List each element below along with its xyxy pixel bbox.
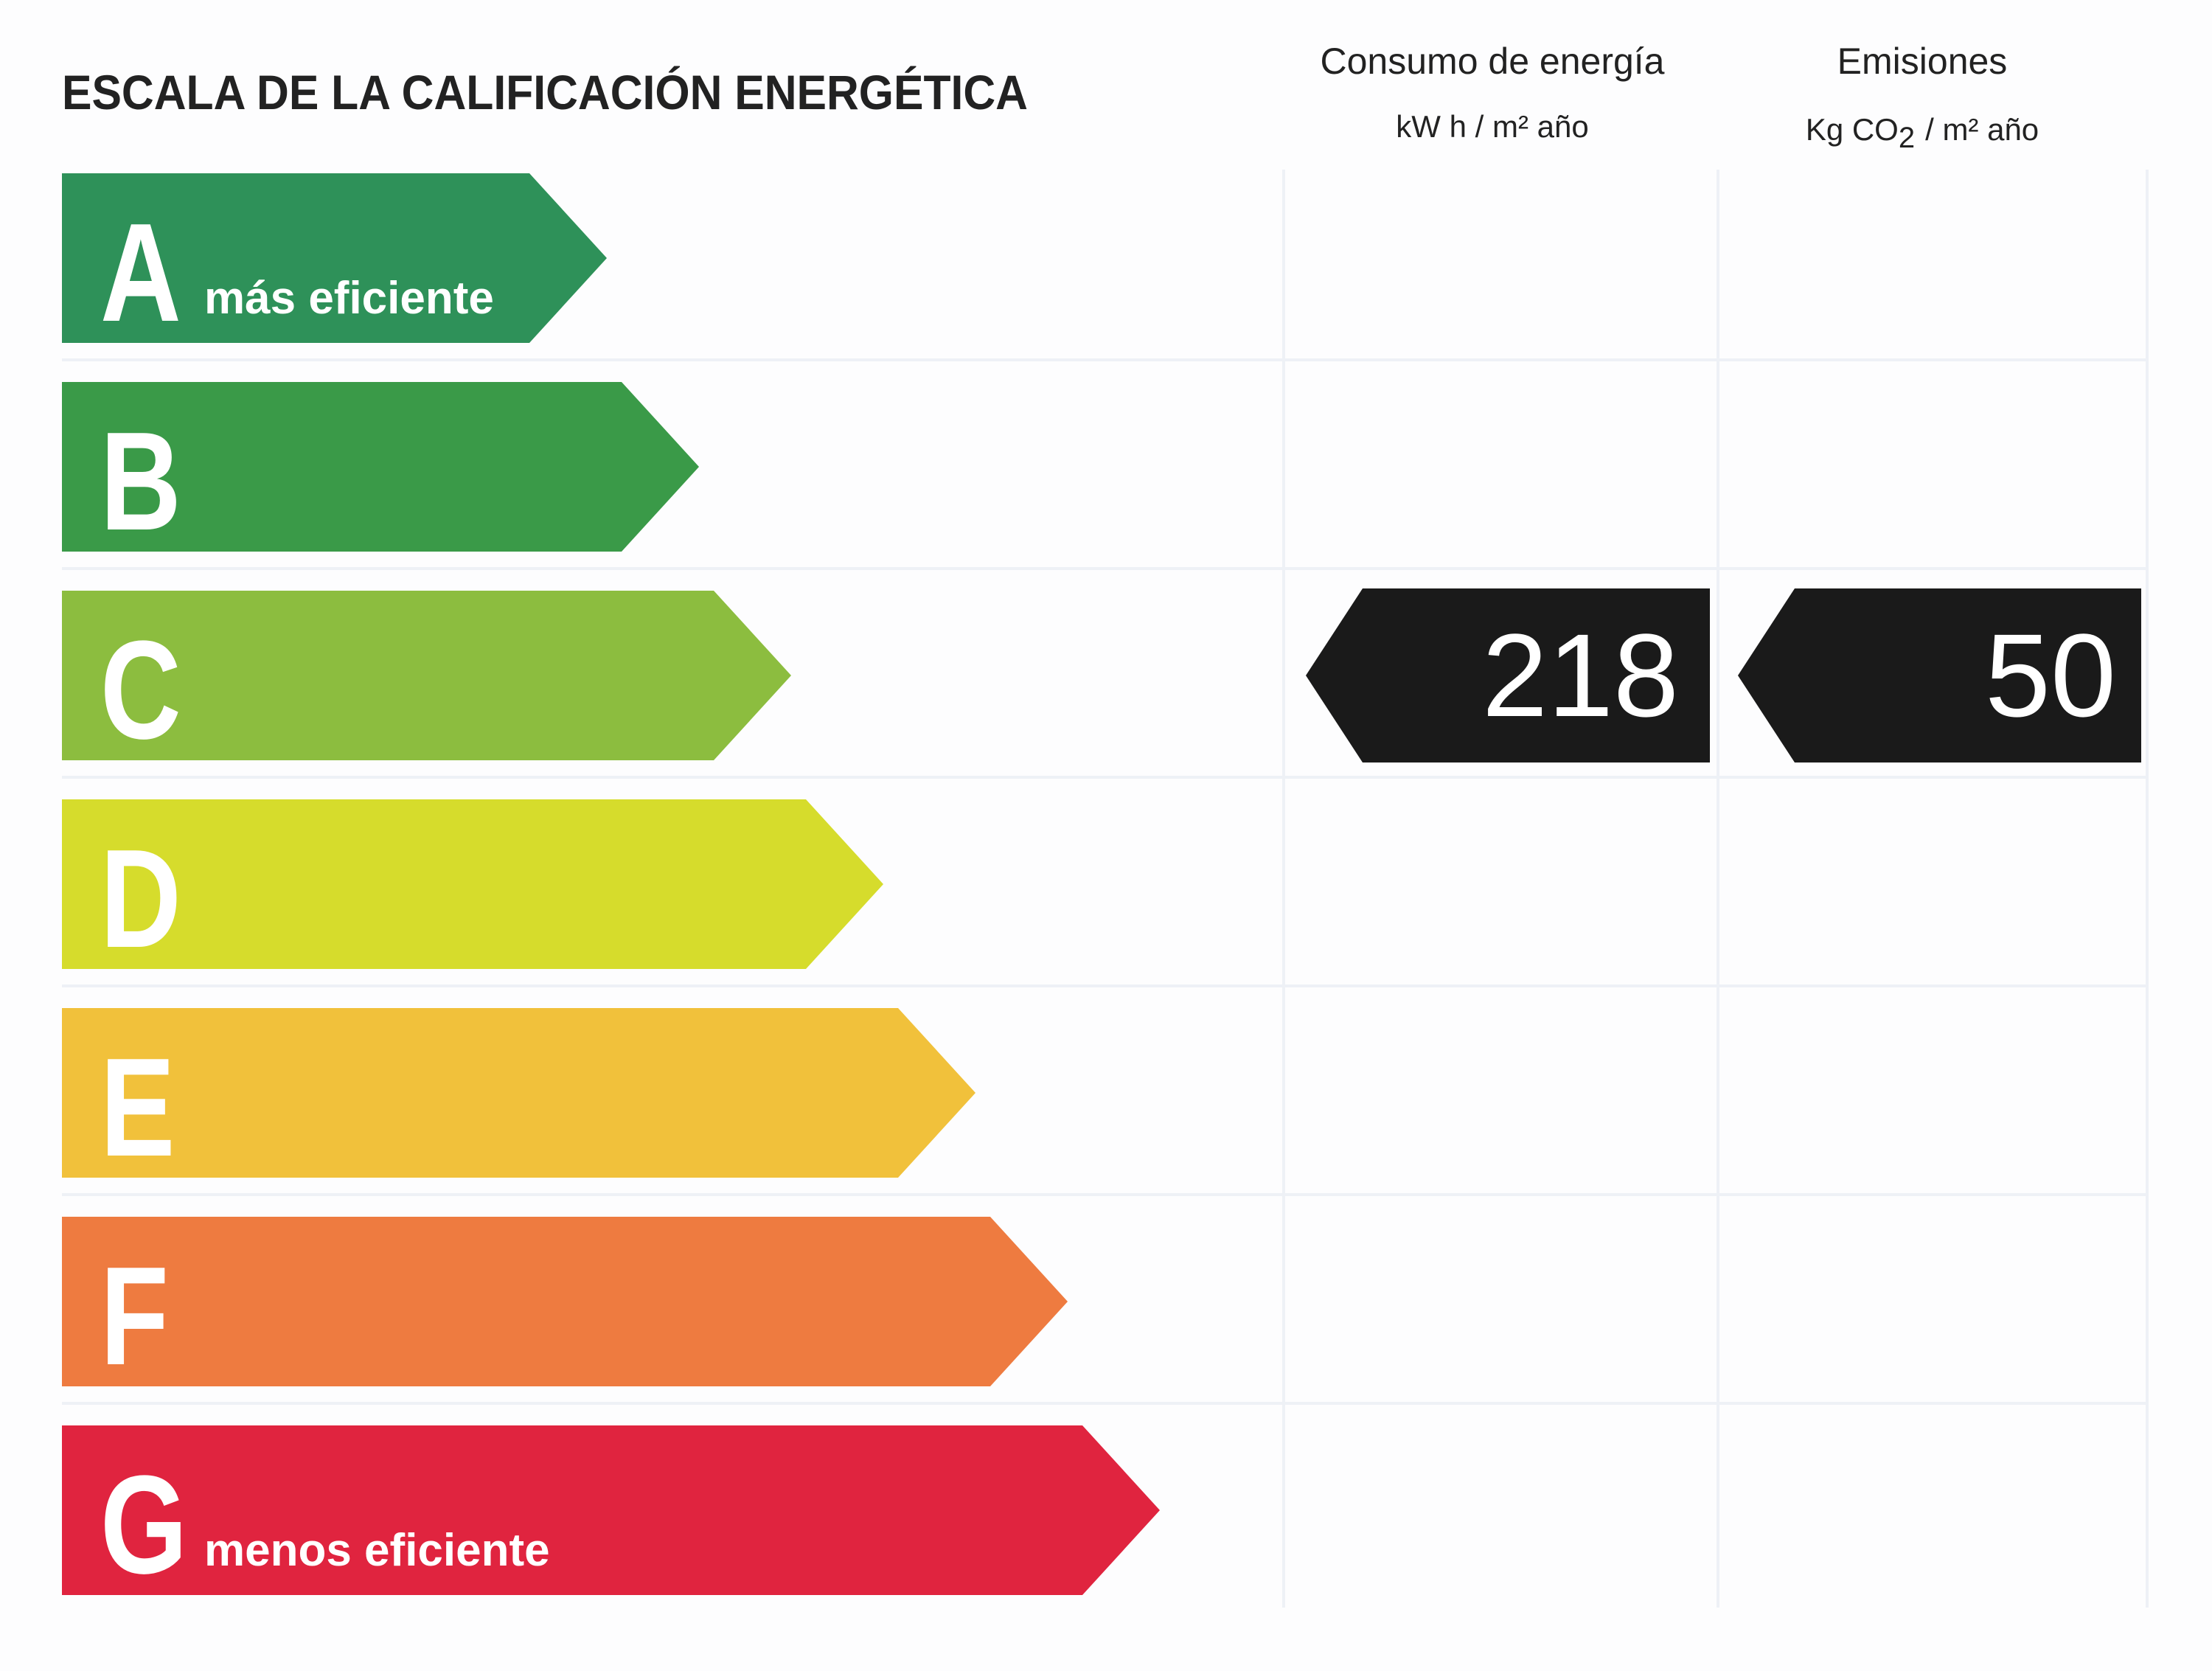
title: ESCALA DE LA CALIFICACIÓN ENERGÉTICA: [62, 65, 1028, 119]
value: 50: [1985, 609, 2116, 741]
value: 218: [1482, 609, 1679, 741]
unit-subscript: 2: [1899, 122, 1915, 154]
column-header: Consumo de energía: [1321, 41, 1665, 82]
grid: [62, 170, 2149, 1608]
rating-arrow: [62, 591, 791, 760]
rating-label: menos eficiente: [204, 1525, 550, 1576]
rating-letter: G: [100, 1447, 187, 1603]
value-arrow: [1306, 588, 1710, 762]
rating-arrow: [62, 173, 607, 343]
rating-arrow: [62, 1008, 975, 1178]
rating-letter: C: [100, 612, 181, 768]
rating-label: más eficiente: [204, 273, 494, 324]
unit-text: / m² año: [1925, 112, 2039, 147]
rating-letter: B: [100, 403, 181, 560]
value-arrow: [1738, 588, 2141, 762]
rating-letter: D: [100, 821, 181, 977]
column-unit: kW h / m² año: [1396, 109, 1588, 144]
unit-text: Kg CO: [1806, 112, 1899, 147]
column-unit: Kg CO2 / m² año: [1806, 112, 2039, 154]
rating-letter: F: [100, 1238, 169, 1394]
rating-letter: E: [100, 1029, 175, 1186]
rating-letter: A: [100, 195, 181, 351]
rating-arrow: [62, 382, 699, 552]
rating-arrow: [62, 1425, 1160, 1595]
rating-arrow: [62, 1217, 1068, 1386]
rating-arrow: [62, 799, 883, 969]
column-header: Emisiones: [1837, 41, 2008, 82]
